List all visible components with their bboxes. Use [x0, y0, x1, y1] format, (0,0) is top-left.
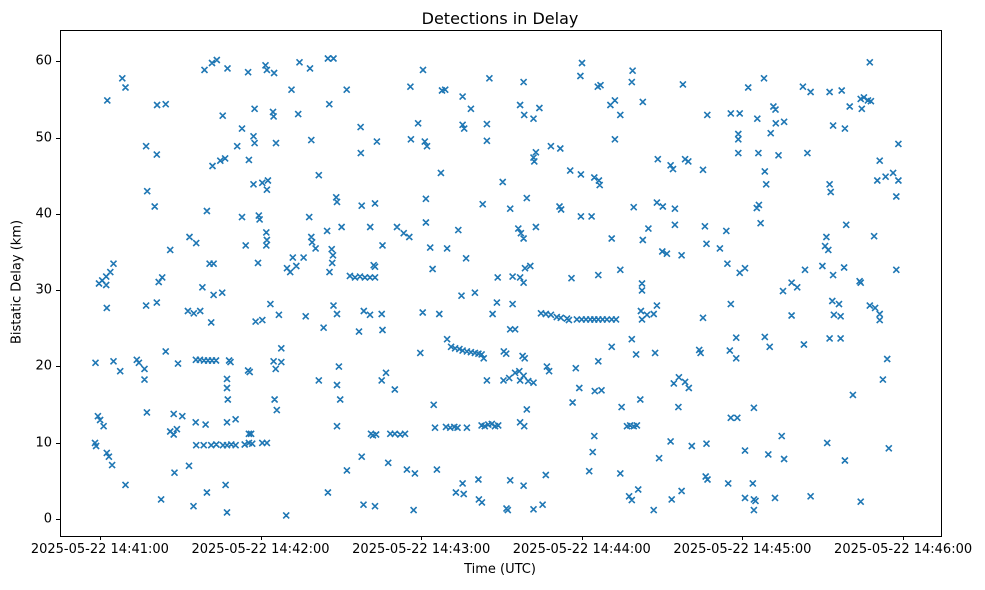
x-tick-mark — [260, 536, 262, 540]
x-tick-label: 2025-05-22 14:43:00 — [352, 542, 491, 557]
y-tick-mark — [56, 137, 60, 139]
x-tick-mark — [742, 536, 744, 540]
y-tick-label: 10 — [35, 435, 52, 451]
x-axis-label: Time (UTC) — [464, 562, 536, 577]
x-tick-label: 2025-05-22 14:46:00 — [834, 542, 973, 557]
y-tick-label: 50 — [35, 130, 52, 146]
y-axis-label: Bistatic Delay (km) — [9, 219, 25, 345]
y-tick-label: 60 — [35, 53, 52, 69]
y-tick-mark — [56, 213, 60, 215]
x-tick-label: 2025-05-22 14:42:00 — [191, 542, 330, 557]
scatter-points-layer — [91, 54, 902, 519]
y-tick-mark — [56, 290, 60, 292]
x-tick-label: 2025-05-22 14:41:00 — [30, 542, 169, 557]
y-tick-mark — [56, 519, 60, 520]
y-tick-mark — [56, 61, 60, 63]
y-tick-mark — [56, 442, 60, 444]
y-tick-mark — [56, 366, 60, 368]
y-tick-label: 20 — [35, 358, 52, 374]
chart-title: Detections in Delay — [421, 9, 579, 28]
y-tick-label: 30 — [35, 282, 52, 298]
x-tick-mark — [581, 536, 583, 540]
x-tick-mark — [421, 536, 423, 540]
x-marker-glyphs — [91, 54, 902, 519]
x-tick-label: 2025-05-22 14:45:00 — [673, 542, 812, 557]
x-tick-mark — [99, 536, 101, 540]
x-tick-label: 2025-05-22 14:44:00 — [512, 542, 651, 557]
x-tick-mark — [903, 536, 905, 540]
y-tick-label: 40 — [35, 206, 52, 222]
plot-area — [60, 30, 942, 537]
y-tick-label: 0 — [43, 511, 52, 527]
